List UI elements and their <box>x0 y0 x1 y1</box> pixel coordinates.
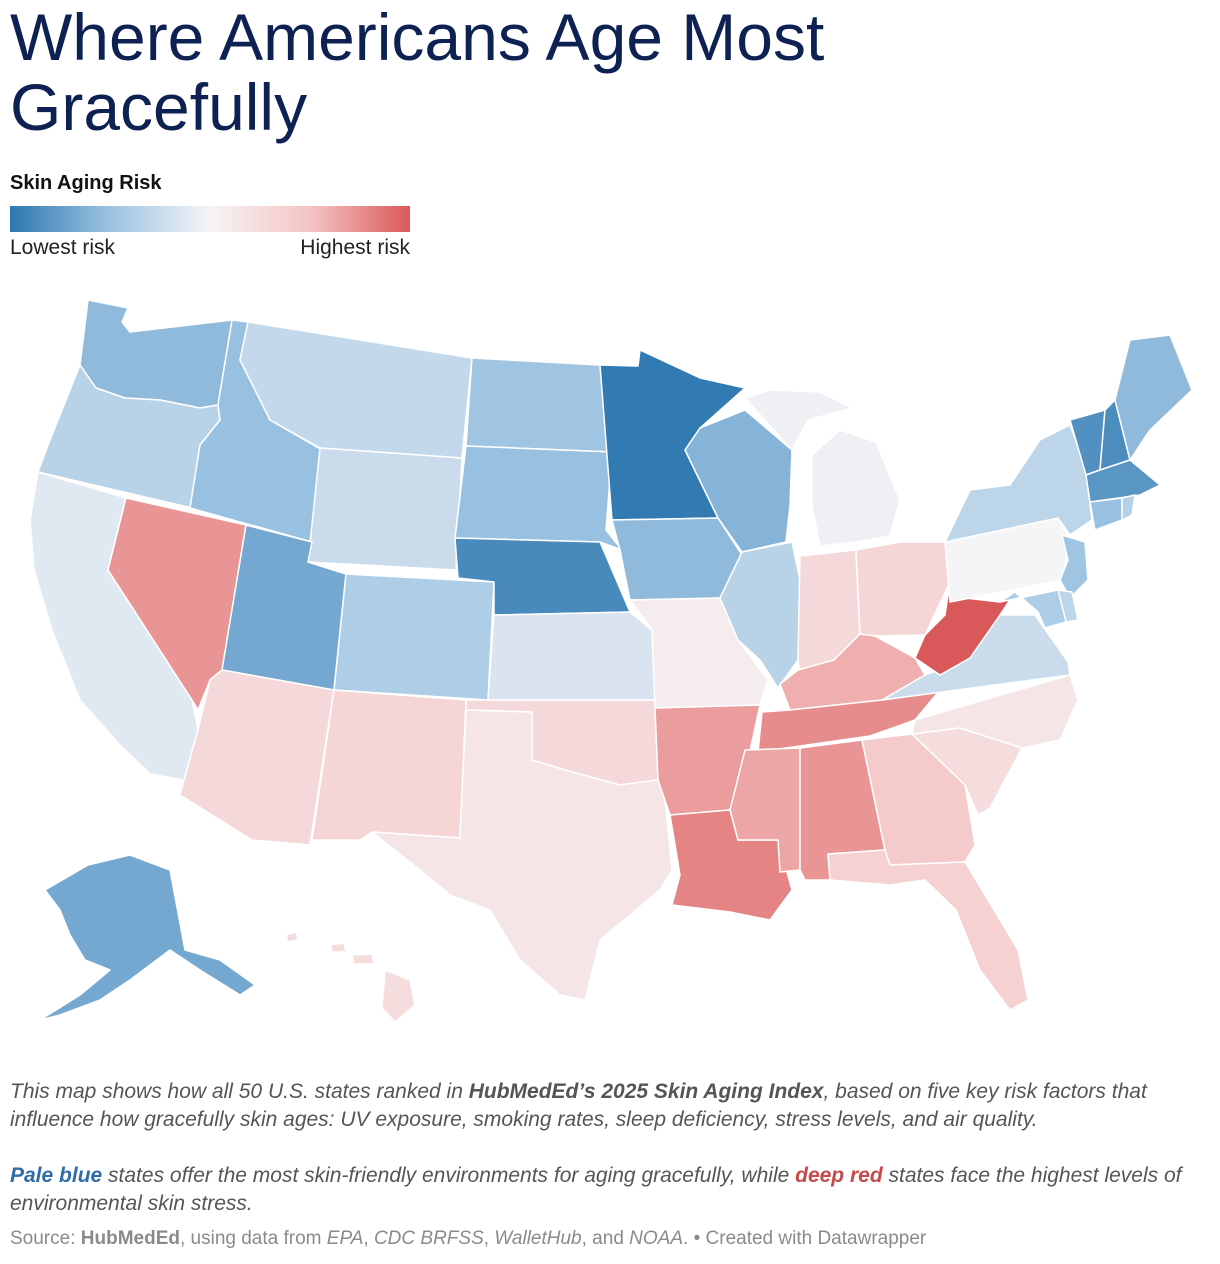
state-maryland[interactable] <box>999 589 1067 629</box>
us-choropleth-map <box>29 299 1193 1023</box>
state-wisconsin[interactable] <box>684 409 793 553</box>
datawrapper-credit: • Created with Datawrapper <box>688 1228 927 1249</box>
map-description: This map shows how all 50 U.S. states ra… <box>10 1080 1147 1131</box>
state-iowa[interactable] <box>611 517 743 601</box>
map-color-explanation: Pale blue states offer the most skin-fri… <box>10 1164 1182 1215</box>
state-north-dakota[interactable] <box>465 357 613 453</box>
pale-blue-keyword: Pale blue <box>10 1164 103 1187</box>
legend-gradient-bar <box>10 206 410 232</box>
state-north-carolina[interactable] <box>911 674 1079 749</box>
state-colorado[interactable] <box>333 573 495 701</box>
state-texas[interactable] <box>371 709 673 1001</box>
state-virginia[interactable] <box>881 614 1071 701</box>
state-maine[interactable] <box>1114 334 1193 461</box>
legend-title: Skin Aging Risk <box>10 172 162 194</box>
state-florida[interactable] <box>827 849 1029 1011</box>
state-michigan[interactable] <box>744 389 901 547</box>
state-illinois[interactable] <box>719 541 801 689</box>
state-ohio[interactable] <box>855 541 951 637</box>
deep-red-keyword: deep red <box>795 1164 883 1187</box>
state-alaska[interactable] <box>39 854 256 1021</box>
state-new-york[interactable] <box>944 424 1093 543</box>
chart-title: Where Americans Age Most Gracefully <box>10 0 825 144</box>
legend-low-label: Lowest risk <box>10 236 116 259</box>
state-new-mexico[interactable] <box>311 689 467 841</box>
state-wyoming[interactable] <box>307 447 463 571</box>
state-hawaii[interactable] <box>285 931 416 1023</box>
state-kansas[interactable] <box>487 611 656 701</box>
state-rhode-island[interactable] <box>1121 494 1136 521</box>
state-connecticut[interactable] <box>1089 497 1123 531</box>
state-south-dakota[interactable] <box>454 445 623 551</box>
legend-high-label: Highest risk <box>300 236 410 259</box>
legend-color-scale <box>10 206 410 232</box>
source-note: Source: HubMedEd, using data from EPA, C… <box>10 1228 927 1249</box>
